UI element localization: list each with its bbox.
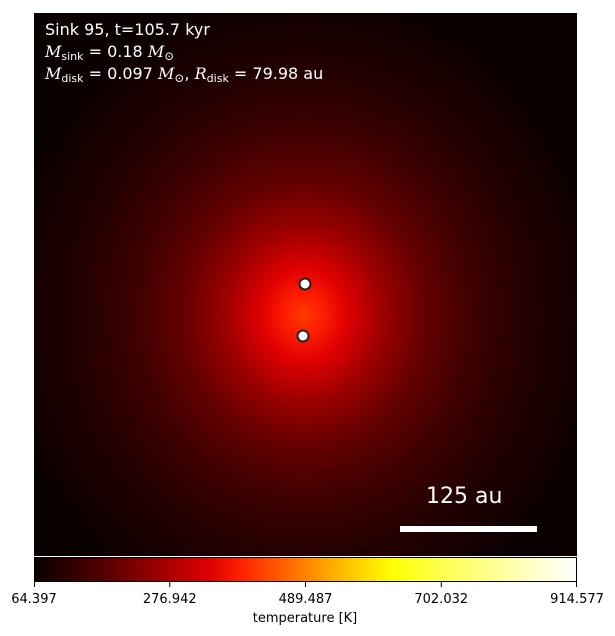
disk-properties-label: Mdisk = 0.097 M⊙, Rdisk = 79.98 au <box>45 64 324 85</box>
colorbar-tick-label: 64.397 <box>11 592 57 607</box>
sink-marker-upper <box>298 277 312 291</box>
scale-bar-label: 125 au <box>426 484 503 509</box>
temperature-map-panel: Sink 95, t=105.7 kyr Msink = 0.18 M⊙ Mdi… <box>34 13 577 556</box>
colorbar-tick-label: 914.577 <box>550 592 604 607</box>
colorbar-ticks <box>34 582 577 587</box>
sink-marker-lower <box>296 329 310 343</box>
colorbar-tick-label: 276.942 <box>142 592 197 607</box>
colorbar-tick-label: 489.487 <box>278 592 333 607</box>
colorbar-tick-label: 702.032 <box>414 592 469 607</box>
colorbar-label: temperature [K] <box>252 611 358 626</box>
colorbar <box>34 557 577 582</box>
scale-bar <box>400 526 537 532</box>
sink-title: Sink 95, t=105.7 kyr <box>45 20 210 39</box>
sink-mass-label: Msink = 0.18 M⊙ <box>45 42 175 63</box>
